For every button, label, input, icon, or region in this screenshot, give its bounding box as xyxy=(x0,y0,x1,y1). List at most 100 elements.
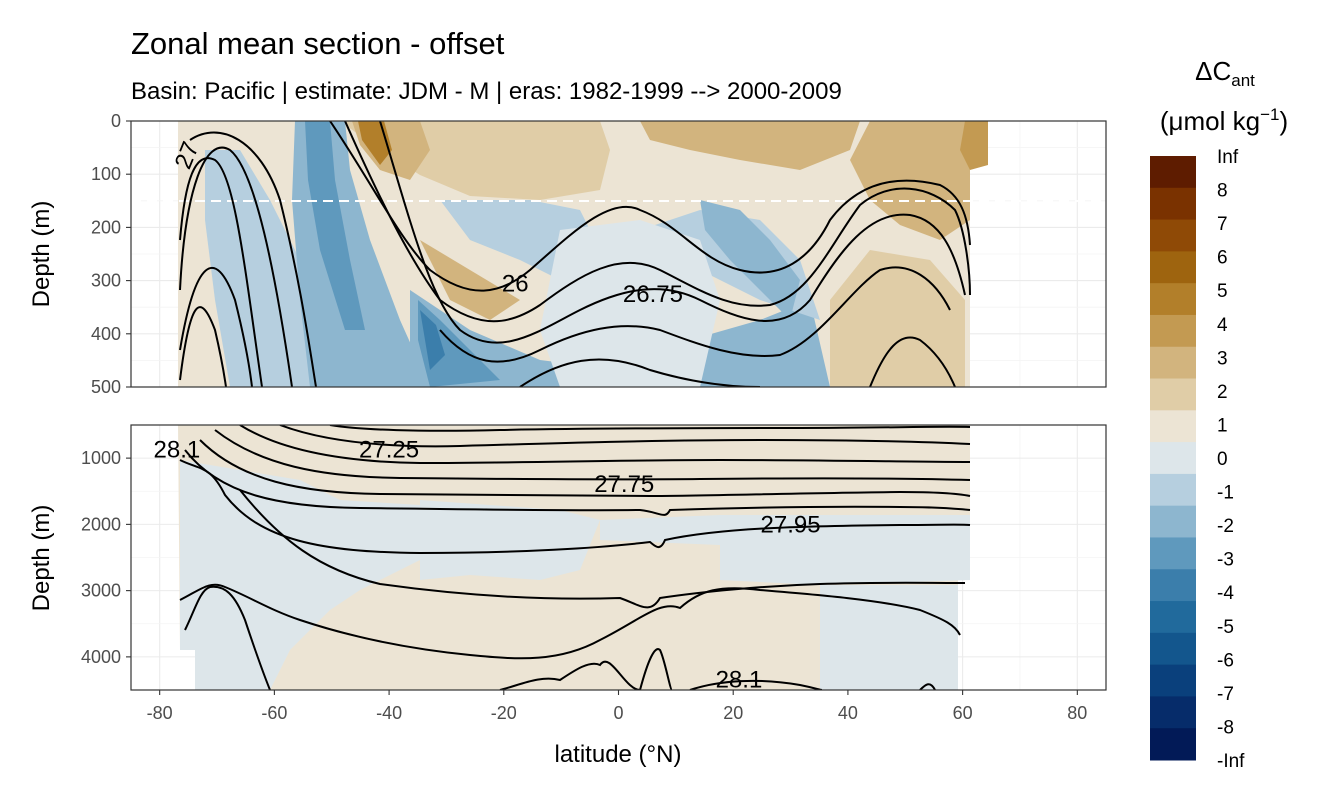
upper-isopycnal-line xyxy=(869,336,956,387)
legend-label: -5 xyxy=(1217,617,1234,638)
lower-negative-abyss xyxy=(820,585,958,690)
legend-label: -3 xyxy=(1217,550,1234,571)
legend-swatch xyxy=(1150,156,1196,189)
lower-panel: 28.1 27.25 27.75 27.95 28.1 1000 2000 3000 4000… xyxy=(28,424,1107,693)
upper-positive-right-2 xyxy=(960,121,988,170)
x-tick-label: 60 xyxy=(953,703,973,723)
legend: ΔCant (μmol kg−1) Inf 8 7 6 5 4 3 2 1 0 -1 -2 -3 -4 -5… xyxy=(1150,56,1288,772)
x-tick-label: -60 xyxy=(261,703,287,723)
lower-negative-mid xyxy=(420,500,600,580)
upper-isopycnal-line xyxy=(519,358,761,387)
y-tick-label: 300 xyxy=(91,271,121,291)
upper-negative-front-2 xyxy=(305,121,365,330)
legend-label: Inf xyxy=(1217,147,1239,168)
y-tick-label: 0 xyxy=(111,111,121,131)
legend-swatch xyxy=(1150,601,1196,634)
lower-negative-deep-west xyxy=(180,460,420,690)
legend-title-subscript: ant xyxy=(1231,71,1255,90)
isopycnal-label: 28.1 xyxy=(154,437,201,464)
legend-label: 1 xyxy=(1217,415,1228,436)
isopycnal-label: 26.75 xyxy=(623,281,683,308)
x-tick-label: 20 xyxy=(723,703,743,723)
lower-isopycnal-line xyxy=(689,679,823,690)
isopycnal-label: 27.95 xyxy=(761,511,821,538)
upper-isopycnal-line xyxy=(179,146,293,387)
lower-isopycnal-line xyxy=(184,449,971,516)
y-tick-label: 400 xyxy=(91,324,121,344)
isopycnal-label: 26 xyxy=(502,270,529,297)
lower-y-axis: 1000 2000 3000 4000 xyxy=(81,448,131,667)
upper-isopycnal-line xyxy=(179,306,227,387)
y-tick-label: 100 xyxy=(91,164,121,184)
y-tick-label: 500 xyxy=(91,377,121,397)
lower-isopycnal-line xyxy=(179,583,961,660)
upper-isopycnal-line xyxy=(179,267,253,387)
upper-isopycnal-line xyxy=(179,157,263,387)
upper-negative-core-3 xyxy=(420,310,445,370)
legend-label: -8 xyxy=(1217,717,1234,738)
legend-swatch xyxy=(1150,410,1196,443)
isopycnal-label: 27.25 xyxy=(359,437,419,464)
legend-swatch xyxy=(1150,505,1196,538)
legend-label: -4 xyxy=(1217,583,1234,604)
legend-label: -6 xyxy=(1217,650,1234,671)
upper-panel-border xyxy=(130,120,1107,388)
lower-isopycnal-line xyxy=(239,489,966,609)
chart-title: Zonal mean section - offset xyxy=(131,26,505,61)
legend-unit-prefix: (μmol kg xyxy=(1160,106,1260,136)
lower-isopycnal-line xyxy=(499,660,641,690)
upper-isopycnals xyxy=(179,121,971,387)
lower-isopycnal-line xyxy=(919,683,936,690)
upper-isopycnal-line xyxy=(189,131,317,387)
isopycnal-label: 28.1 xyxy=(716,666,763,693)
legend-label: 7 xyxy=(1217,214,1228,235)
y-tick-label: 200 xyxy=(91,217,121,237)
y-tick-label: 1000 xyxy=(81,448,121,468)
legend-swatch xyxy=(1150,728,1196,761)
lower-isopycnals xyxy=(179,425,971,690)
legend-label: 4 xyxy=(1217,315,1228,336)
legend-swatch xyxy=(1150,537,1196,570)
legend-swatch xyxy=(1150,346,1196,380)
lower-field xyxy=(178,425,970,690)
lower-y-axis-label: Depth (m) xyxy=(28,505,55,612)
legend-swatch xyxy=(1150,314,1196,348)
legend-swatch xyxy=(1150,664,1196,697)
legend-swatch xyxy=(1150,569,1196,602)
legend-label: -7 xyxy=(1217,684,1234,705)
legend-label: 3 xyxy=(1217,348,1228,369)
legend-swatch xyxy=(1150,251,1196,284)
legend-swatch xyxy=(1150,442,1196,475)
legend-swatch xyxy=(1150,378,1196,411)
legend-label: 6 xyxy=(1217,248,1228,269)
y-tick-label: 3000 xyxy=(81,581,121,601)
legend-unit-suffix: ) xyxy=(1279,106,1288,136)
legend-unit: (μmol kg−1) xyxy=(1160,105,1288,136)
chart-subtitle: Basin: Pacific | estimate: JDM - M | era… xyxy=(131,78,842,105)
x-tick-label: -80 xyxy=(147,703,173,723)
legend-label: 5 xyxy=(1217,281,1228,302)
upper-isopycnal-line xyxy=(379,121,966,344)
x-tick-label: 40 xyxy=(838,703,858,723)
legend-label: 8 xyxy=(1217,181,1228,202)
upper-positive-dip xyxy=(420,240,520,320)
legend-label: -1 xyxy=(1217,483,1234,504)
legend-label: -2 xyxy=(1217,516,1234,537)
upper-negative-core-2 xyxy=(418,300,500,387)
x-tick-label: -40 xyxy=(376,703,402,723)
upper-isopycnal-line xyxy=(329,121,971,292)
lower-negative-east xyxy=(720,535,970,585)
legend-colorbar: Inf 8 7 6 5 4 3 2 1 0 -1 -2 -3 -4 -5 -6 -7 -8 -Inf xyxy=(1150,147,1245,772)
upper-positive-mid xyxy=(640,121,860,170)
lower-isopycnal-line xyxy=(179,459,971,555)
legend-title: ΔCant xyxy=(1195,56,1255,90)
upper-y-axis: 0 100 200 300 400 500 xyxy=(91,111,131,397)
x-axis: -80 -60 -40 -20 0 20 40 60 80 xyxy=(147,690,1087,723)
legend-swatch xyxy=(1150,283,1196,316)
upper-isopycnal-line xyxy=(439,266,951,363)
legend-unit-exponent: −1 xyxy=(1260,105,1279,124)
lower-isopycnal-line xyxy=(279,425,971,448)
lower-isopycnal-line xyxy=(329,425,971,432)
